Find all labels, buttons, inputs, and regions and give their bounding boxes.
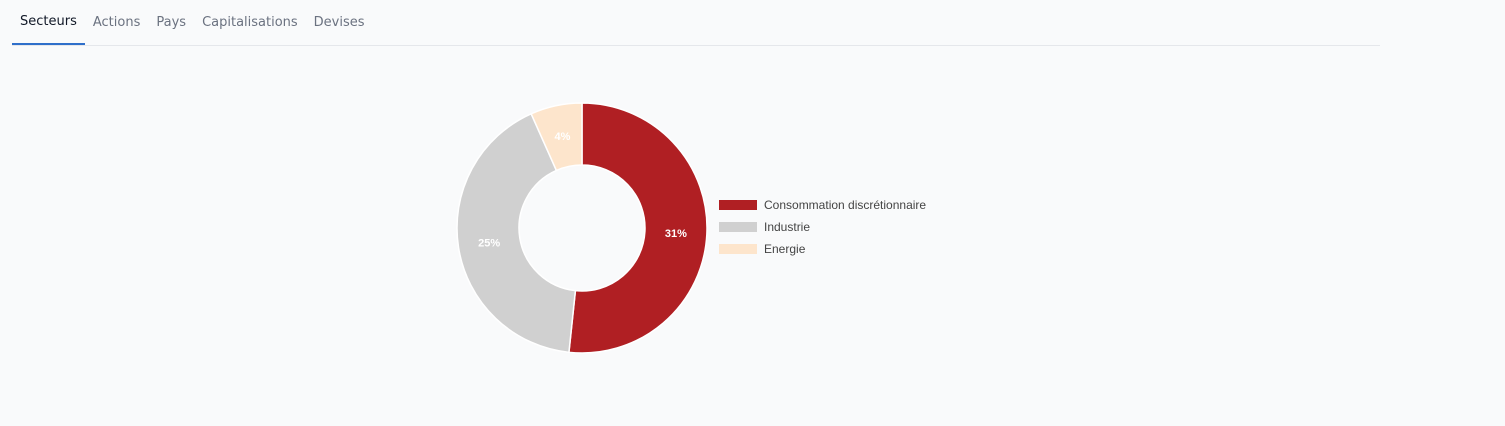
tab-devises[interactable]: Devises	[313, 15, 365, 30]
legend-swatch-1[interactable]	[719, 222, 757, 232]
donut-slice-2[interactable]	[530, 102, 583, 172]
legend-swatch-0[interactable]	[719, 200, 757, 210]
donut-slice-0[interactable]	[568, 102, 708, 354]
legend-label-1[interactable]: Industrie	[764, 220, 810, 234]
donut-slice-1[interactable]	[456, 112, 577, 354]
legend-label-2[interactable]: Energie	[764, 242, 806, 256]
tab-bar: Secteurs Actions Pays Capitalisations De…	[12, 0, 1380, 46]
tab-actions[interactable]: Actions	[92, 15, 141, 30]
slice-label-0: 31%	[665, 228, 687, 240]
legend-label-0[interactable]: Consommation discrétionnaire	[764, 198, 926, 212]
tab-pays[interactable]: Pays	[156, 15, 187, 30]
tab-capitalisations[interactable]: Capitalisations	[202, 15, 298, 30]
slice-label-2: 4%	[555, 131, 571, 143]
legend-swatch-2[interactable]	[719, 244, 757, 254]
slice-label-1: 25%	[478, 238, 500, 250]
tab-secteurs[interactable]: Secteurs	[12, 0, 85, 45]
